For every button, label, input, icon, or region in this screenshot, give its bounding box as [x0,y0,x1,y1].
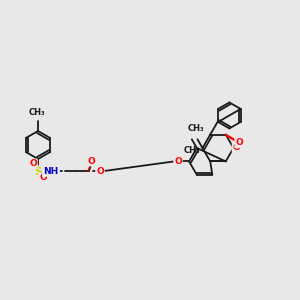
Text: O: O [29,160,37,169]
Text: O: O [235,138,243,147]
Text: O: O [87,157,95,166]
Text: O: O [39,173,47,182]
Text: S: S [34,167,42,177]
Text: NH: NH [44,167,59,176]
Text: O: O [174,157,182,166]
Text: CH₃: CH₃ [29,108,45,117]
Text: O: O [96,167,104,176]
Text: CH₃: CH₃ [187,124,204,133]
Text: O: O [232,143,240,152]
Text: CH₃: CH₃ [184,146,200,155]
